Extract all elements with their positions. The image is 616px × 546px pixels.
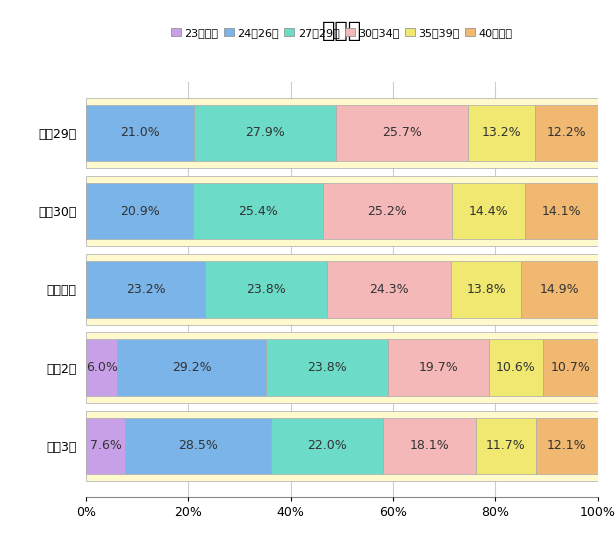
- Text: 7.6%: 7.6%: [90, 440, 121, 453]
- Bar: [86, 254, 598, 325]
- Text: 23.8%: 23.8%: [246, 283, 286, 296]
- Text: 11.7%: 11.7%: [486, 440, 525, 453]
- Bar: [476, 418, 536, 474]
- Title: 年齢別: 年齢別: [322, 21, 362, 41]
- Text: 25.4%: 25.4%: [238, 205, 278, 218]
- Bar: [452, 183, 525, 239]
- Bar: [468, 105, 535, 161]
- Text: 14.1%: 14.1%: [541, 205, 582, 218]
- Bar: [86, 261, 205, 318]
- Text: 14.9%: 14.9%: [540, 283, 579, 296]
- Bar: [86, 333, 598, 403]
- Bar: [543, 340, 598, 396]
- Text: 24.3%: 24.3%: [369, 283, 408, 296]
- Legend: 23才以下, 24〜26才, 27〜29才, 30〜34才, 35〜39才, 40才以上: 23才以下, 24〜26才, 27〜29才, 30〜34才, 35〜39才, 4…: [166, 23, 517, 42]
- Text: 23.8%: 23.8%: [307, 361, 347, 374]
- Text: 22.0%: 22.0%: [307, 440, 347, 453]
- Bar: [86, 411, 598, 481]
- Bar: [488, 340, 543, 396]
- Bar: [193, 105, 336, 161]
- Text: 25.2%: 25.2%: [368, 205, 407, 218]
- Bar: [323, 183, 452, 239]
- Bar: [86, 176, 598, 246]
- Bar: [117, 340, 266, 396]
- Text: 21.0%: 21.0%: [120, 126, 160, 139]
- Text: 29.2%: 29.2%: [172, 361, 211, 374]
- Bar: [266, 340, 388, 396]
- Bar: [326, 261, 451, 318]
- Bar: [525, 183, 598, 239]
- Text: 12.2%: 12.2%: [546, 126, 586, 139]
- Text: 27.9%: 27.9%: [245, 126, 285, 139]
- Bar: [125, 418, 271, 474]
- Text: 6.0%: 6.0%: [86, 361, 118, 374]
- Text: 14.4%: 14.4%: [469, 205, 508, 218]
- Bar: [451, 261, 521, 318]
- Bar: [86, 340, 117, 396]
- Bar: [86, 98, 598, 168]
- Text: 13.8%: 13.8%: [466, 283, 506, 296]
- Text: 13.2%: 13.2%: [482, 126, 521, 139]
- Text: 23.2%: 23.2%: [126, 283, 165, 296]
- Bar: [271, 418, 383, 474]
- Text: 19.7%: 19.7%: [418, 361, 458, 374]
- Text: 10.6%: 10.6%: [496, 361, 535, 374]
- Bar: [536, 418, 598, 474]
- Bar: [205, 261, 326, 318]
- Bar: [193, 183, 323, 239]
- Text: 18.1%: 18.1%: [410, 440, 450, 453]
- Bar: [86, 418, 125, 474]
- Text: 20.9%: 20.9%: [120, 205, 160, 218]
- Text: 25.7%: 25.7%: [382, 126, 422, 139]
- Bar: [86, 183, 193, 239]
- Bar: [336, 105, 468, 161]
- Bar: [521, 261, 598, 318]
- Text: 10.7%: 10.7%: [550, 361, 590, 374]
- Bar: [535, 105, 598, 161]
- Bar: [86, 105, 193, 161]
- Bar: [383, 418, 476, 474]
- Bar: [388, 340, 488, 396]
- Text: 28.5%: 28.5%: [178, 440, 218, 453]
- Text: 12.1%: 12.1%: [547, 440, 586, 453]
